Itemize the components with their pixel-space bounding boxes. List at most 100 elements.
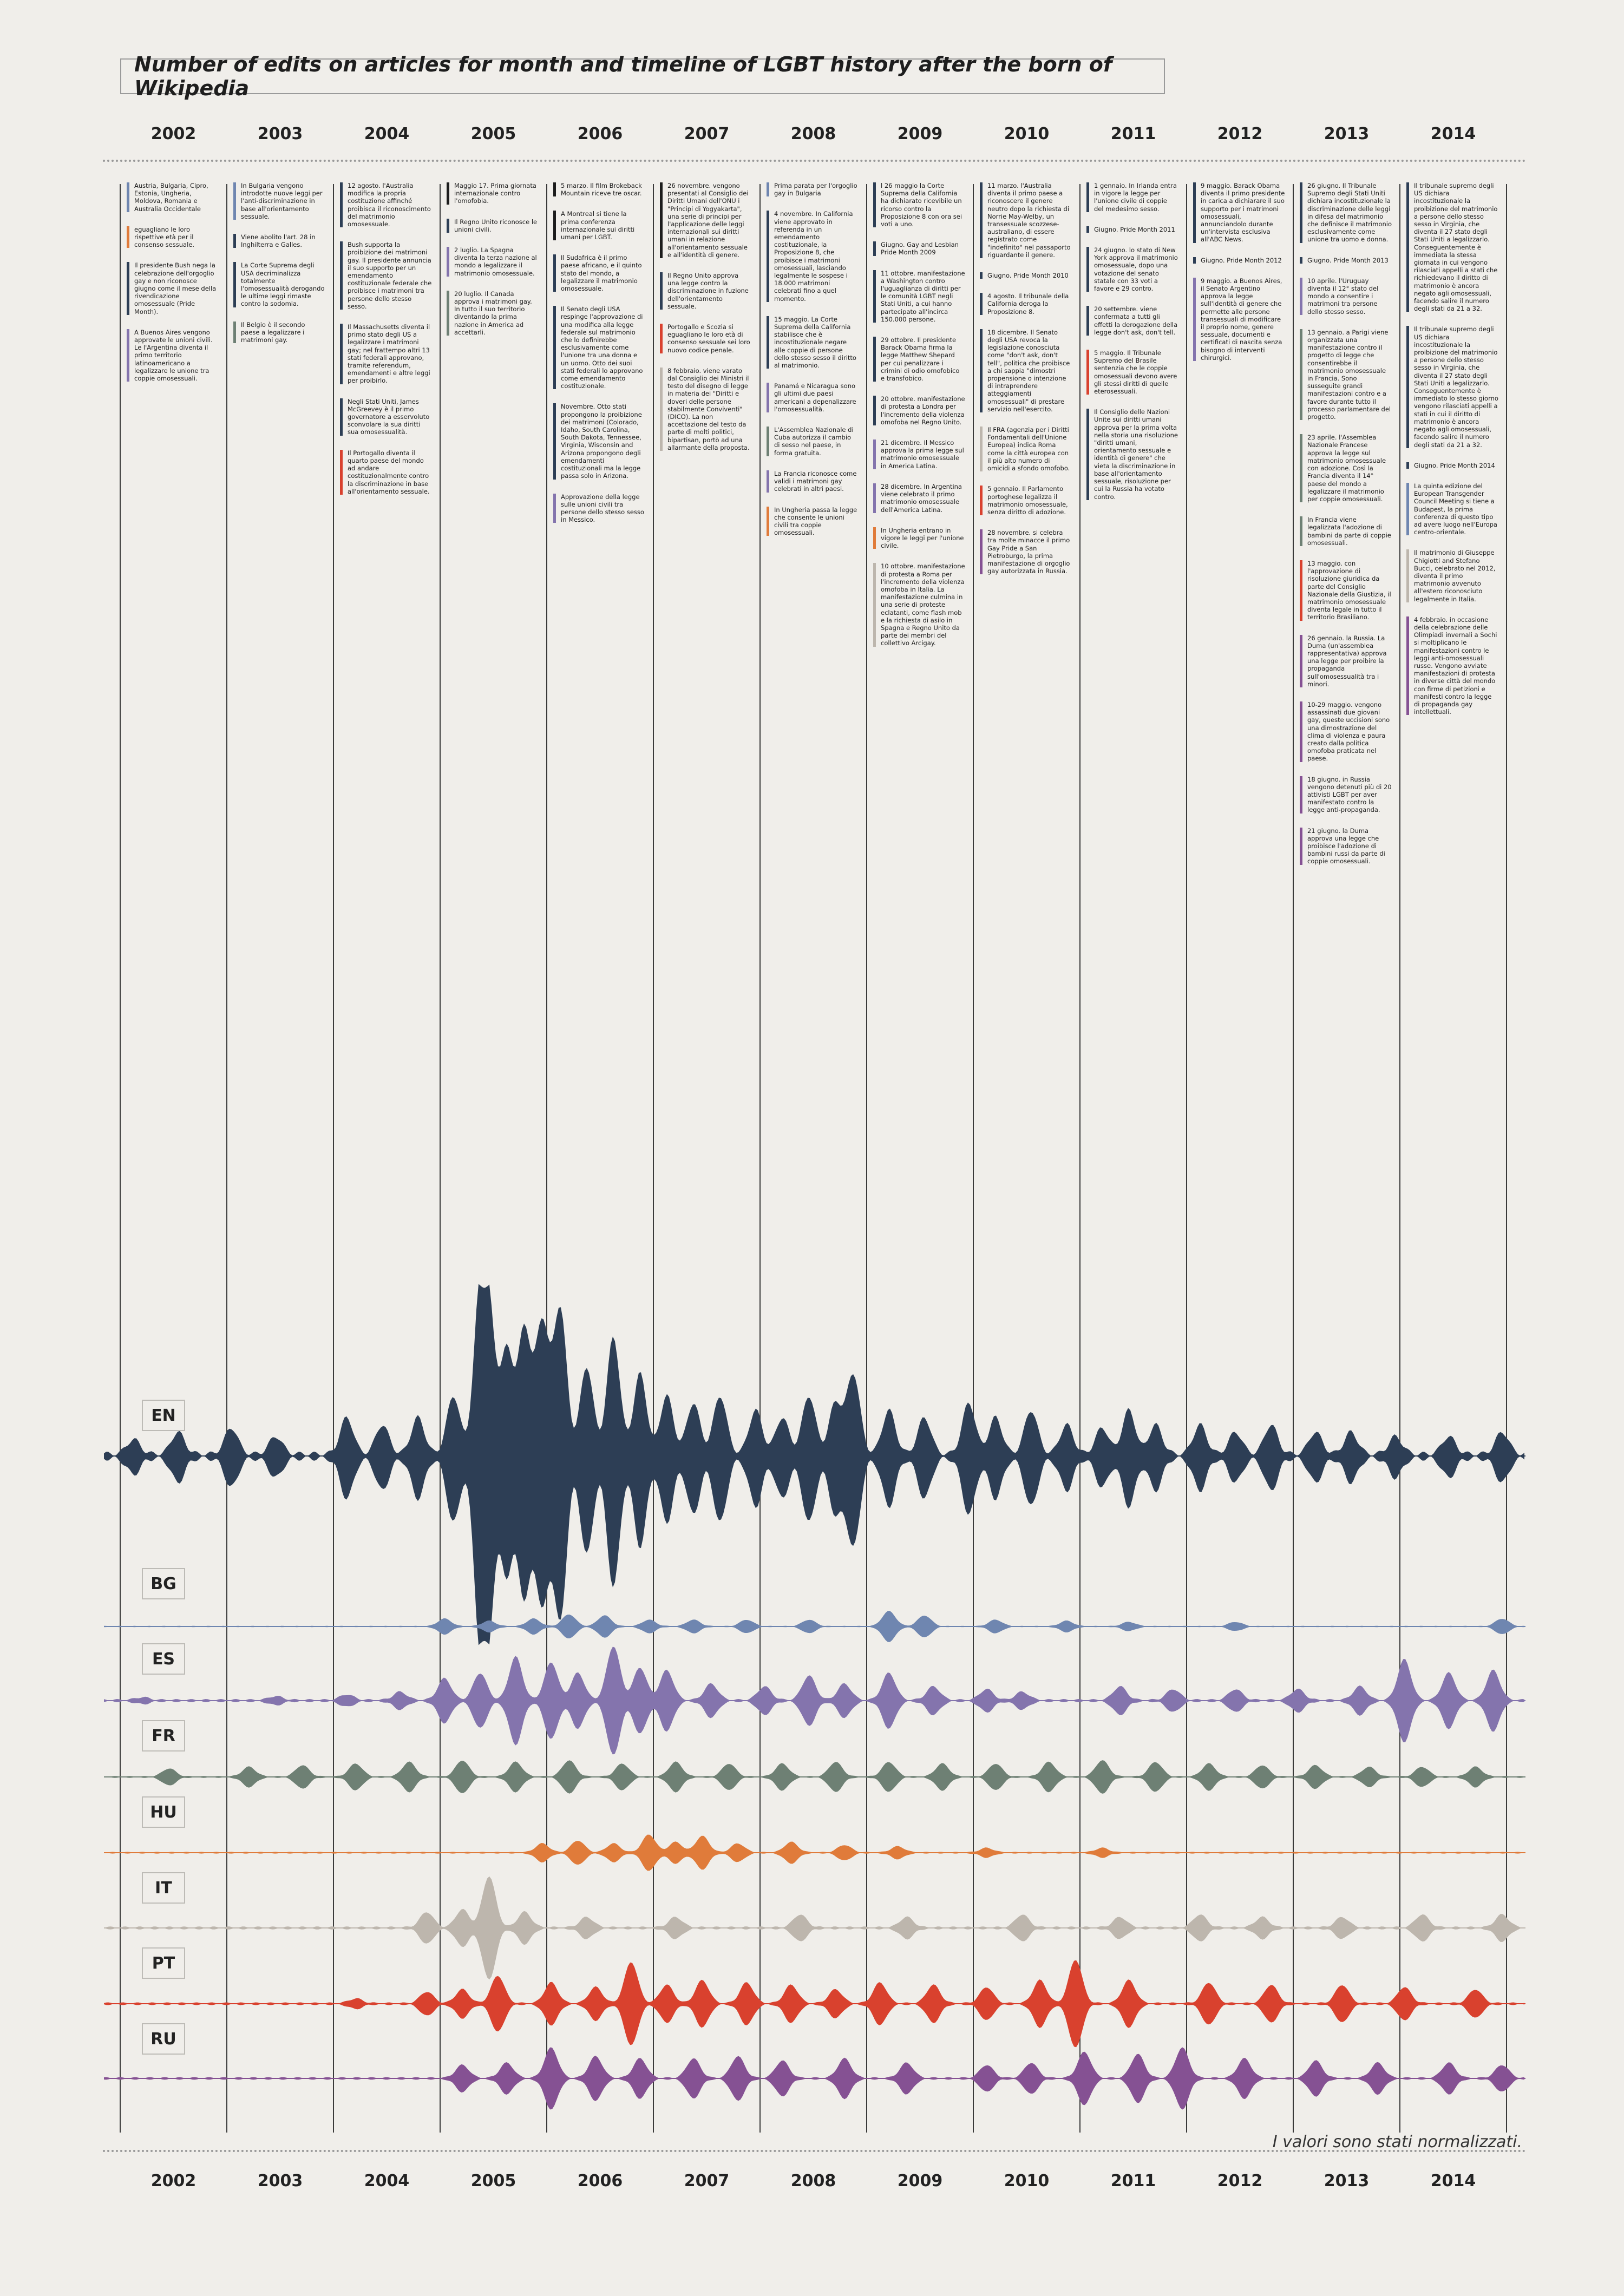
- timeline-column-2006: 5 marzo. Il film Brokeback Mountain rice…: [553, 182, 645, 536]
- timeline-column-2014: Il tribunale supremo degli US dichiara i…: [1406, 182, 1498, 729]
- year-label-2008: 2008: [790, 124, 836, 143]
- timeline-event: 9 maggio. Barack Obama diventa il primo …: [1193, 182, 1285, 244]
- timeline-event: 21 dicembre. Il Messico approva la prima…: [873, 439, 965, 470]
- timeline-event: 28 novembre. si celebra tra molte minacc…: [980, 529, 1072, 575]
- series-label-es: ES: [142, 1643, 185, 1675]
- series-area-hu: [104, 1834, 1524, 1871]
- timeline-event: Il Senato degli USA respinge l'approvazi…: [553, 305, 645, 390]
- timeline-event: La Corte Suprema degli USA decriminalizz…: [233, 261, 325, 307]
- series-area-it: [104, 1876, 1524, 1980]
- year-label-2011: 2011: [1110, 2172, 1156, 2190]
- timeline-event: Il Consiglio delle Nazioni Unite sui dir…: [1086, 408, 1178, 501]
- series-label-pt: PT: [142, 1947, 185, 1979]
- timeline-event: 29 ottobre. Il presidente Barack Obama f…: [873, 336, 965, 382]
- timeline-event: Portogallo e Scozia si eguagliano le lor…: [660, 323, 752, 354]
- timeline-event: 10 aprile. l'Uruguay diventa il 12° stat…: [1300, 277, 1392, 316]
- timeline-event: 28 dicembre. In Argentina viene celebrat…: [873, 483, 965, 514]
- year-label-2010: 2010: [1004, 124, 1050, 143]
- timeline-event: Panamá e Nicaragua sono gli ultimi due p…: [767, 382, 859, 413]
- timeline-event: Approvazione della legge sulle unioni ci…: [553, 493, 645, 524]
- timeline-event: Giugno. Gay and Lesbian Pride Month 2009: [873, 241, 965, 256]
- timeline-column-2007: 26 novembre. vengono presentati al Consi…: [660, 182, 752, 464]
- timeline-event: Il Belgio è il secondo paese a legalizza…: [233, 321, 325, 344]
- timeline-event: Giugno. Pride Month 2014: [1406, 462, 1498, 469]
- timeline-event: 18 giugno. in Russia vengono detenuti pi…: [1300, 776, 1392, 814]
- year-label-2007: 2007: [684, 124, 730, 143]
- series-area-en: [104, 1284, 1524, 1645]
- timeline-event: Il FRA (agenzia per i Diritti Fondamenta…: [980, 426, 1072, 472]
- series-label-bg: BG: [142, 1568, 185, 1599]
- timeline-event: Giugno. Pride Month 2010: [980, 272, 1072, 279]
- series-label-it: IT: [142, 1872, 185, 1904]
- timeline-event: 24 giugno. lo stato di New York approva …: [1086, 246, 1178, 292]
- timeline-event: 26 giugno. Il Tribunale Supremo degli St…: [1300, 182, 1392, 244]
- year-label-2002: 2002: [150, 124, 197, 143]
- year-label-2006: 2006: [577, 124, 623, 143]
- year-label-2006: 2006: [577, 2172, 623, 2190]
- timeline-event: Il Regno Unito riconosce le unioni civil…: [447, 218, 539, 233]
- timeline-event: 26 novembre. vengono presentati al Consi…: [660, 182, 752, 259]
- year-label-2013: 2013: [1324, 2172, 1370, 2190]
- year-label-2013: 2013: [1324, 124, 1370, 143]
- timeline-event: 5 gennaio. Il Parlamento portoghese lega…: [980, 485, 1072, 516]
- timeline-event: Il Regno Unito approva una legge contro …: [660, 272, 752, 310]
- timeline-event: In Francia viene legalizzata l'adozione …: [1300, 516, 1392, 547]
- timeline-event: 4 febbraio. in occasione della celebrazi…: [1406, 616, 1498, 716]
- timeline-event: Negli Stati Uniti, James McGreevey è il …: [340, 398, 432, 436]
- year-label-2014: 2014: [1430, 124, 1476, 143]
- timeline-event: Bush supporta la proibizione dei matrimo…: [340, 241, 432, 310]
- timeline-event: Maggio 17. Prima giornata internazionale…: [447, 182, 539, 205]
- year-label-2011: 2011: [1110, 124, 1156, 143]
- timeline-event: 13 maggio. con l'approvazione di risoluz…: [1300, 560, 1392, 621]
- normalization-note: I valori sono stati normalizzati.: [1272, 2133, 1522, 2151]
- timeline-column-2013: 26 giugno. Il Tribunale Supremo degli St…: [1300, 182, 1392, 878]
- timeline-event: 5 maggio. Il Tribunale Supremo del Brasi…: [1086, 349, 1178, 395]
- year-label-2005: 2005: [470, 2172, 516, 2190]
- timeline-event: Il presidente Bush nega la celebrazione …: [127, 261, 219, 316]
- timeline-event: La Francia riconosce come validi i matri…: [767, 470, 859, 493]
- timeline-event: A Buenos Aires vengono approvate le unio…: [127, 329, 219, 382]
- series-label-hu: HU: [142, 1796, 185, 1828]
- timeline-event: 20 ottobre. manifestazione di protesta a…: [873, 395, 965, 426]
- timeline-event: 2 luglio. La Spagna diventa la terza naz…: [447, 246, 539, 277]
- timeline-event: Il tribunale supremo degli US dichiara i…: [1406, 182, 1498, 312]
- series-label-fr: FR: [142, 1720, 185, 1751]
- timeline-event: Novembre. Otto stati propongono la proib…: [553, 403, 645, 480]
- timeline-event: Austria, Bulgaria, Cipro, Estonia, Unghe…: [127, 182, 219, 213]
- timeline-event: 4 agosto. Il tribunale della California …: [980, 292, 1072, 316]
- timeline-event: 18 dicembre. Il Senato degli USA revoca …: [980, 329, 1072, 413]
- timeline-column-2002: Austria, Bulgaria, Cipro, Estonia, Unghe…: [127, 182, 219, 395]
- year-label-2007: 2007: [684, 2172, 730, 2190]
- timeline-event: Prima parata per l'orgoglio gay in Bulga…: [767, 182, 859, 197]
- timeline-event: 11 marzo. l'Australia diventa il primo p…: [980, 182, 1072, 259]
- timeline-column-2012: 9 maggio. Barack Obama diventa il primo …: [1193, 182, 1285, 375]
- timeline-event: A Montreal si tiene la prima conferenza …: [553, 210, 645, 241]
- year-label-2003: 2003: [257, 2172, 303, 2190]
- chart-title: Number of edits on articles for month an…: [134, 53, 1112, 100]
- year-label-2009: 2009: [897, 2172, 943, 2190]
- bottom-dotted-rule: [103, 2150, 1527, 2152]
- timeline-event: 10-29 maggio. vengono assassinati due gi…: [1300, 701, 1392, 763]
- timeline-event: 15 maggio. La Corte Suprema della Califo…: [767, 316, 859, 369]
- timeline-event: Giugno. Pride Month 2012: [1193, 257, 1285, 264]
- timeline-event: Il Sudafrica è il primo paese africano, …: [553, 254, 645, 292]
- series-area-pt: [104, 1960, 1524, 2048]
- timeline-event: In Ungheria entrano in vigore le leggi p…: [873, 527, 965, 550]
- timeline-column-2003: In Bulgaria vengono introdotte nuove leg…: [233, 182, 325, 357]
- timeline-event: 26 gennaio. la Russia. La Duma (un'assem…: [1300, 634, 1392, 688]
- chart-title-box: Number of edits on articles for month an…: [120, 53, 1165, 100]
- year-label-2002: 2002: [150, 2172, 197, 2190]
- timeline-column-2004: 12 agosto. l'Australia modifica la propr…: [340, 182, 432, 508]
- timeline-event: 11 ottobre. manifestazione a Washington …: [873, 270, 965, 323]
- year-axis-bottom: 2002 2003 2004 2005 2006 2007 2008 2009 2010 2011…: [0, 2172, 1624, 2199]
- timeline-event: Viene abolito l'art. 28 in Inghilterra e…: [233, 233, 325, 248]
- timeline-event: eguagliano le loro rispettive età per il…: [127, 226, 219, 249]
- timeline-event: In Bulgaria vengono introdotte nuove leg…: [233, 182, 325, 220]
- series-label-en: EN: [142, 1400, 185, 1431]
- timeline-event: 9 maggio. a Buenos Aires, il Senato Arge…: [1193, 277, 1285, 362]
- year-label-2004: 2004: [364, 2172, 410, 2190]
- timeline-event: Giugno. Pride Month 2011: [1086, 226, 1178, 233]
- timeline-event: 10 ottobre. manifestazione di protesta a…: [873, 562, 965, 647]
- timeline-event: Giugno. Pride Month 2013: [1300, 257, 1392, 264]
